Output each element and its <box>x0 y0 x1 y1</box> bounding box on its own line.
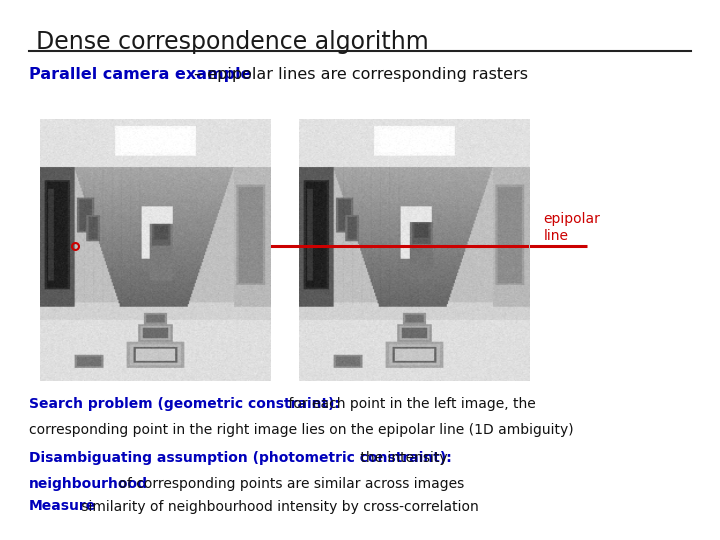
Text: of corresponding points are similar across images: of corresponding points are similar acro… <box>114 477 464 491</box>
Text: for each point in the left image, the: for each point in the left image, the <box>284 397 536 411</box>
Text: – epipolar lines are corresponding rasters: – epipolar lines are corresponding raste… <box>189 68 528 83</box>
Text: the intensity: the intensity <box>356 451 448 465</box>
Text: Parallel camera example: Parallel camera example <box>29 68 251 83</box>
Text: Disambiguating assumption (photometric constraint):: Disambiguating assumption (photometric c… <box>29 451 451 465</box>
Text: Measure: Measure <box>29 500 96 514</box>
Text: similarity of neighbourhood intensity by cross-correlation: similarity of neighbourhood intensity by… <box>77 500 479 514</box>
Text: epipolar
line: epipolar line <box>544 212 600 243</box>
Text: corresponding point in the right image lies on the epipolar line (1D ambiguity): corresponding point in the right image l… <box>29 423 573 437</box>
Text: Search problem (geometric constraint):: Search problem (geometric constraint): <box>29 397 340 411</box>
Text: Dense correspondence algorithm: Dense correspondence algorithm <box>36 30 428 53</box>
Text: neighbourhood: neighbourhood <box>29 477 148 491</box>
